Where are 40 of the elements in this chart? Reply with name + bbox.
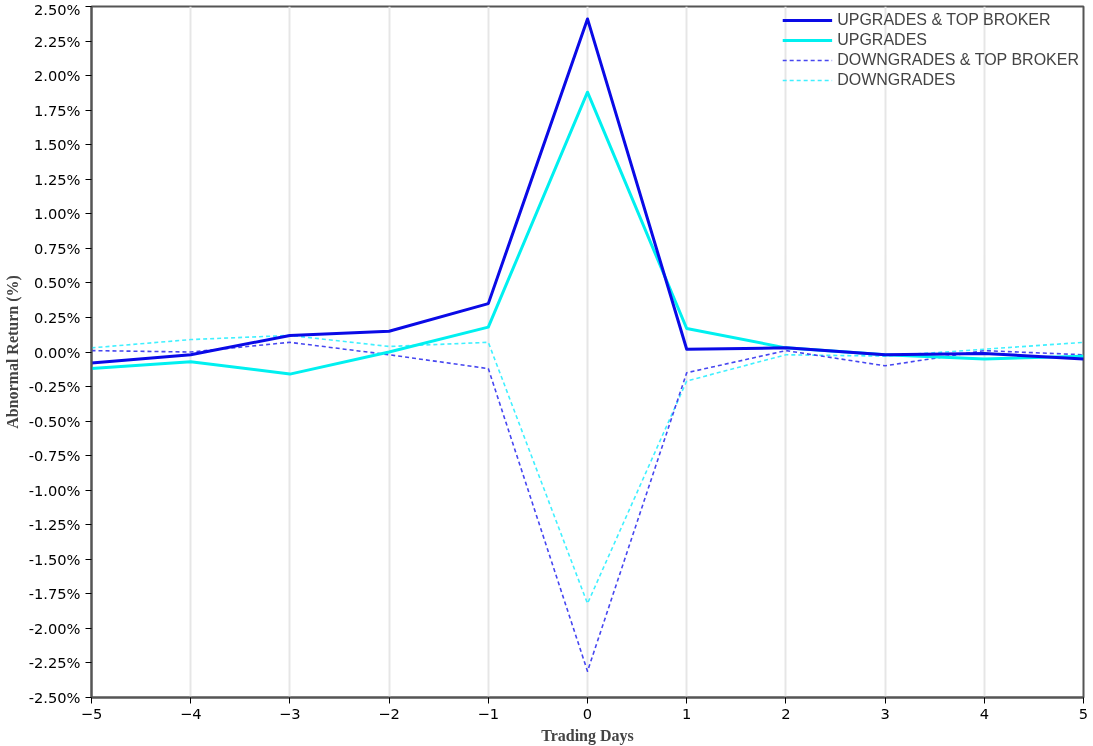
y-tick-label: 1.50% — [33, 136, 81, 154]
line-series — [91, 334, 1084, 605]
x-tick-label: −1 — [477, 704, 500, 722]
y-tick-label: 1.75% — [33, 101, 81, 119]
legend-label: UPGRADES — [837, 31, 927, 49]
y-tick-label: 0.50% — [33, 274, 81, 292]
legend-label: DOWNGRADES — [837, 71, 956, 89]
y-tick-label: -1.00% — [28, 481, 81, 499]
y-tick-label: 0.00% — [33, 343, 81, 361]
x-tick-label: −4 — [179, 704, 202, 722]
y-tick-label: -1.50% — [28, 550, 81, 568]
y-axis-title: Abnormal Return (%) — [3, 275, 22, 429]
x-tick-label: 5 — [1078, 704, 1089, 722]
legend-label: UPGRADES & TOP BROKER — [837, 11, 1051, 29]
x-tick-label: 4 — [979, 704, 989, 722]
y-tick-label: -1.25% — [28, 516, 81, 534]
y-tick-label: 1.00% — [33, 205, 81, 223]
y-tick-label: -2.25% — [28, 654, 81, 672]
y-tick-label: -1.75% — [28, 585, 81, 603]
legend-label: DOWNGRADES & TOP BROKER — [837, 51, 1079, 69]
y-tick-label: -0.50% — [28, 412, 81, 430]
x-tick-label: −3 — [279, 704, 301, 722]
x-tick-label: 3 — [880, 704, 890, 722]
y-tick-label: -0.75% — [28, 447, 81, 465]
y-tick-label: 0.75% — [33, 239, 81, 257]
y-tick-label: 2.00% — [33, 67, 81, 85]
x-tick-label: 1 — [682, 704, 692, 722]
y-tick-label: 2.25% — [33, 32, 81, 50]
y-tick-label: 1.25% — [33, 170, 81, 188]
y-tick-label: -0.25% — [28, 378, 81, 396]
x-tick-label: 2 — [781, 704, 791, 722]
y-tick-label: 0.25% — [33, 308, 81, 326]
x-tick-label: −5 — [80, 704, 103, 722]
line-series — [91, 341, 1084, 673]
y-tick-label: -2.50% — [28, 689, 81, 706]
y-tick-label: 2.50% — [33, 0, 81, 18]
x-tick-label: −2 — [378, 704, 400, 722]
y-tick-label: -2.00% — [28, 619, 81, 637]
x-axis-title: Trading Days — [541, 726, 634, 745]
x-tick-label: 0 — [582, 704, 593, 722]
